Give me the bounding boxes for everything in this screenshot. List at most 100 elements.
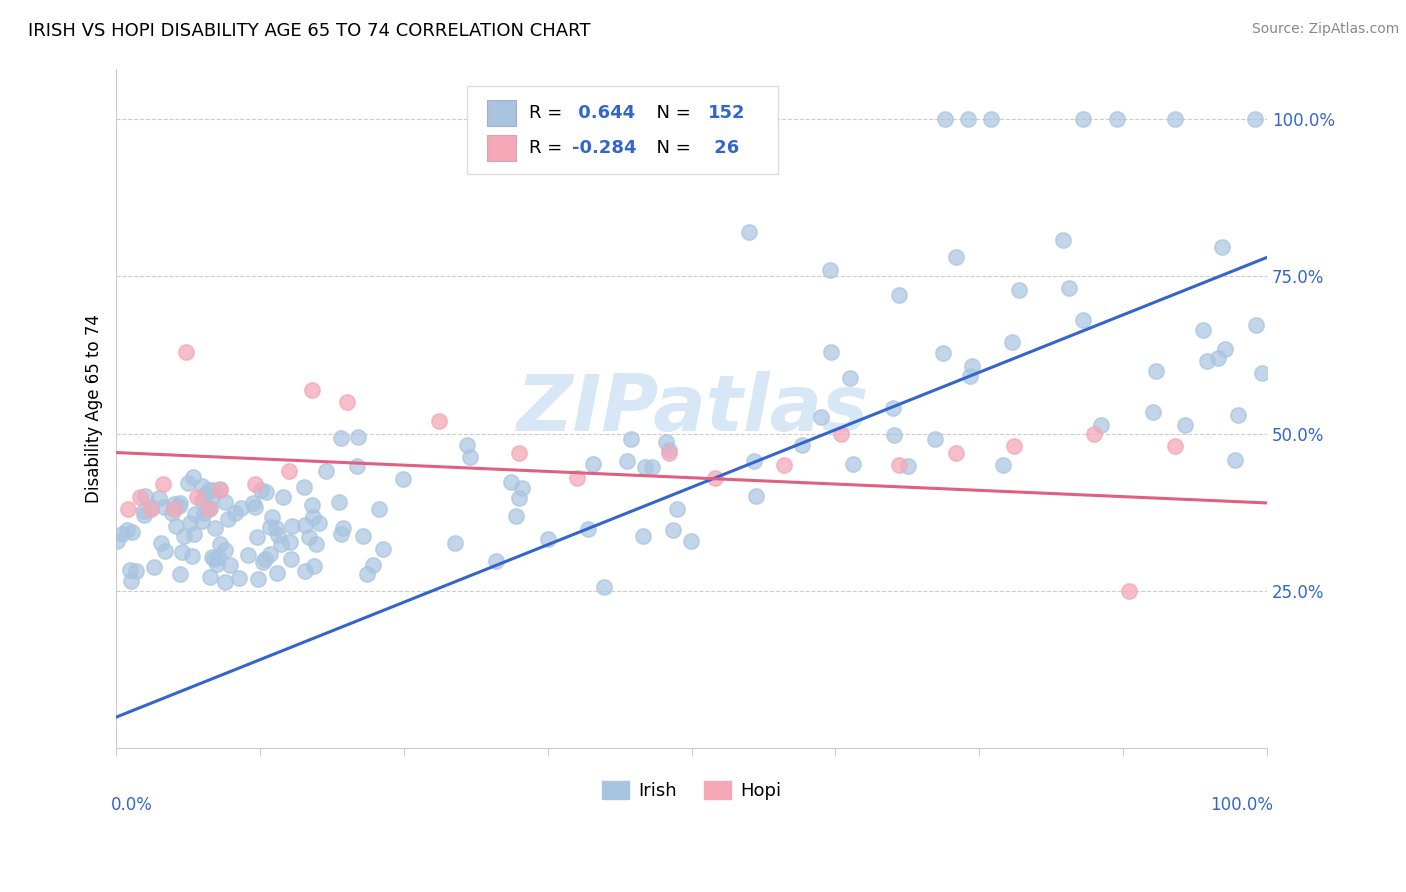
- Point: [134, 489, 156, 503]
- Point: [332, 521, 354, 535]
- Point: [163, 502, 186, 516]
- Point: [820, 344, 842, 359]
- Point: [181, 470, 204, 484]
- Point: [315, 465, 337, 479]
- Point: [243, 477, 266, 491]
- Point: [202, 552, 225, 566]
- Point: [228, 571, 250, 585]
- Point: [191, 515, 214, 529]
- Point: [197, 502, 219, 516]
- Point: [183, 527, 205, 541]
- Point: [346, 430, 368, 444]
- Point: [641, 459, 664, 474]
- Point: [167, 499, 190, 513]
- Point: [152, 477, 174, 491]
- Point: [456, 438, 478, 452]
- Point: [391, 472, 413, 486]
- Point: [191, 479, 214, 493]
- Point: [308, 516, 330, 530]
- Point: [214, 542, 236, 557]
- Point: [565, 471, 588, 485]
- Point: [1244, 318, 1267, 332]
- Point: [179, 516, 201, 531]
- Point: [883, 428, 905, 442]
- Point: [792, 438, 814, 452]
- Point: [207, 549, 229, 564]
- FancyBboxPatch shape: [467, 86, 778, 174]
- Point: [593, 580, 616, 594]
- Point: [243, 500, 266, 515]
- Point: [301, 383, 323, 397]
- Point: [214, 495, 236, 509]
- Point: [1001, 335, 1024, 350]
- Point: [267, 528, 290, 542]
- Point: [301, 498, 323, 512]
- Legend: Irish, Hopi: Irish, Hopi: [595, 773, 789, 807]
- Point: [278, 465, 301, 479]
- Point: [246, 530, 269, 544]
- Point: [194, 487, 217, 501]
- Point: [270, 537, 292, 551]
- Point: [842, 457, 865, 471]
- Point: [499, 475, 522, 489]
- Point: [259, 520, 281, 534]
- Point: [681, 534, 703, 549]
- Point: [1071, 112, 1094, 126]
- Point: [260, 510, 283, 524]
- Point: [620, 433, 643, 447]
- Point: [329, 431, 352, 445]
- Point: [246, 572, 269, 586]
- Point: [1174, 418, 1197, 433]
- Point: [1213, 342, 1236, 356]
- Text: 0.0%: 0.0%: [111, 796, 153, 814]
- Point: [945, 251, 967, 265]
- Point: [111, 526, 134, 541]
- Point: [980, 112, 1002, 126]
- Point: [105, 534, 128, 549]
- Point: [249, 483, 271, 498]
- Point: [305, 537, 328, 551]
- Point: [897, 458, 920, 473]
- Point: [1211, 240, 1233, 254]
- Point: [352, 529, 374, 543]
- Point: [1144, 363, 1167, 377]
- Point: [1083, 426, 1105, 441]
- Point: [959, 369, 981, 384]
- Point: [229, 500, 252, 515]
- Point: [139, 500, 162, 514]
- Text: R =: R =: [530, 103, 568, 121]
- Point: [252, 555, 274, 569]
- Point: [666, 501, 689, 516]
- Point: [924, 433, 946, 447]
- Point: [346, 459, 368, 474]
- Point: [254, 551, 277, 566]
- Point: [169, 496, 191, 510]
- Text: 0.644: 0.644: [572, 103, 636, 121]
- Point: [330, 527, 353, 541]
- Point: [121, 524, 143, 539]
- Point: [149, 536, 172, 550]
- Point: [956, 112, 979, 126]
- Point: [508, 445, 530, 459]
- Point: [176, 475, 198, 490]
- Point: [1059, 281, 1081, 295]
- Y-axis label: Disability Age 65 to 74: Disability Age 65 to 74: [86, 314, 103, 503]
- Point: [1223, 453, 1246, 467]
- Point: [1071, 313, 1094, 327]
- Point: [201, 491, 224, 505]
- Point: [371, 541, 394, 556]
- Point: [186, 490, 208, 504]
- Text: 100.0%: 100.0%: [1209, 796, 1272, 814]
- Point: [266, 566, 288, 580]
- Point: [703, 471, 725, 485]
- Point: [1195, 354, 1218, 368]
- Point: [444, 535, 467, 549]
- Bar: [486, 135, 516, 161]
- Point: [280, 552, 302, 566]
- Point: [738, 225, 761, 239]
- Point: [294, 517, 316, 532]
- Point: [655, 435, 678, 450]
- Point: [193, 506, 215, 520]
- Text: N =: N =: [644, 103, 696, 121]
- Point: [830, 426, 852, 441]
